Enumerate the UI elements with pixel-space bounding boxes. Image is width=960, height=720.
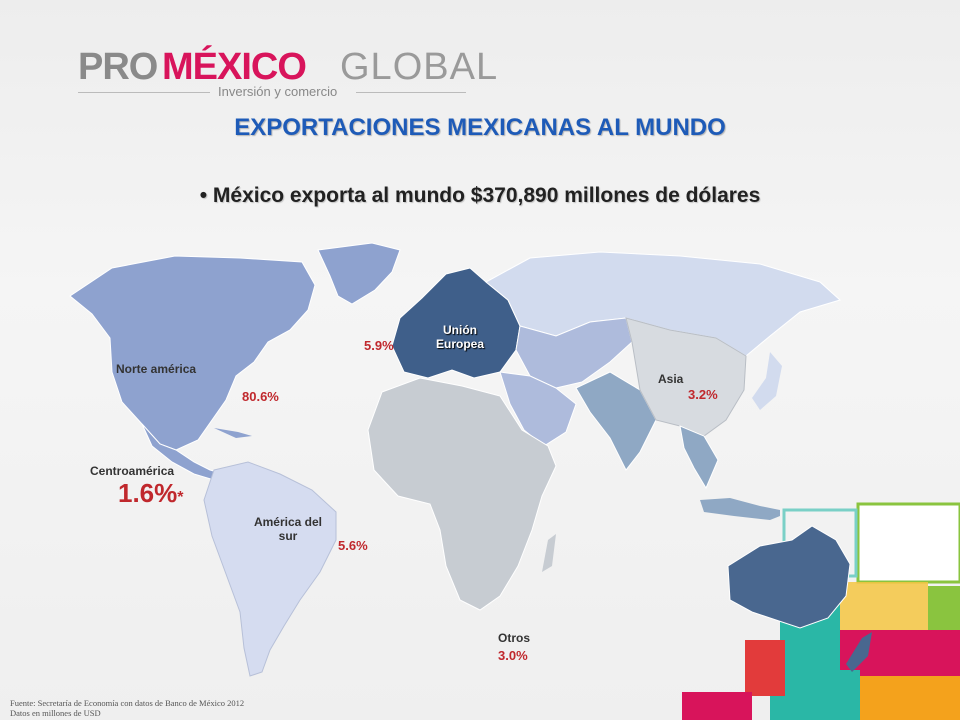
indonesia-shape: [700, 498, 790, 520]
australia-shape: [727, 525, 851, 629]
asia-label: Asia: [658, 372, 684, 386]
north-america-shape: [69, 255, 316, 451]
norte-america-pct: 80.6%: [242, 389, 279, 404]
america-del-sur-label-line2: sur: [278, 529, 298, 543]
madagascar-shape: [542, 534, 556, 572]
source-line-2: Datos en millones de USD: [10, 708, 101, 718]
promexico-logo: PRO MÉXICO GLOBAL Inversión y comercio: [78, 44, 498, 104]
centroamerica-footnote-marker: *: [177, 489, 184, 506]
logo-tagline: Inversión y comercio: [218, 84, 338, 99]
logo-divider-left: [78, 92, 210, 93]
union-europea-label-line1: Unión: [443, 323, 477, 337]
caribbean-shape: [214, 428, 252, 438]
source-line-1: Fuente: Secretaría de Economía con datos…: [10, 698, 245, 708]
otros-pct: 3.0%: [498, 648, 528, 663]
logo-divider-right: [356, 92, 466, 93]
union-europea-label-line2: Europea: [435, 337, 484, 351]
otros-label: Otros: [498, 631, 531, 645]
middle-east-shape: [499, 371, 577, 447]
union-europea-pct: 5.9%: [364, 338, 394, 353]
source-note: Fuente: Secretaría de Economía con datos…: [10, 698, 244, 718]
america-del-sur-label-line1: América del: [253, 515, 323, 529]
logo-mexico-text: MÉXICO: [162, 46, 307, 88]
new-zealand-shape: [846, 632, 872, 672]
norte-america-label: Norte américa: [116, 362, 197, 376]
greenland-shape: [317, 242, 401, 305]
africa-shape: [367, 377, 557, 611]
south-america-shape: [203, 461, 337, 677]
america-del-sur-label: América del sur: [248, 515, 328, 543]
world-map: [69, 242, 960, 720]
page-title: EXPORTACIONES MEXICANAS AL MUNDO: [234, 114, 726, 141]
centroamerica-pct-wrap: 1.6%*: [118, 478, 184, 509]
east-asia-shape: [625, 317, 747, 437]
japan-shape: [752, 352, 782, 410]
south-asia-shape: [575, 371, 657, 471]
asia-pct: 3.2%: [688, 387, 718, 402]
union-europea-label: Unión Europea: [432, 323, 488, 351]
logo-pro-text: PRO: [78, 46, 158, 88]
logo-global-text: GLOBAL: [340, 46, 499, 88]
centroamerica-pct: 1.6%: [118, 478, 178, 508]
summary-bullet: • México exporta al mundo $370,890 millo…: [199, 184, 761, 207]
america-del-sur-pct: 5.6%: [338, 538, 368, 553]
central-asia-shape: [515, 317, 633, 389]
centroamerica-label: Centroamérica: [90, 464, 175, 478]
southeast-asia-shape: [679, 425, 719, 490]
